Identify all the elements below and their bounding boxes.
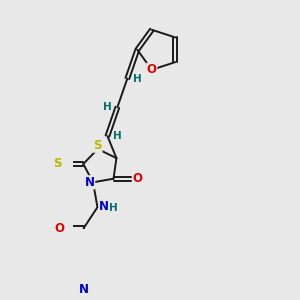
Text: O: O [147,63,157,76]
Text: N: N [99,200,109,213]
Text: N: N [79,283,88,296]
Text: H: H [103,102,112,112]
Text: O: O [54,222,64,235]
Text: S: S [53,158,61,170]
Text: H: H [133,74,142,83]
Text: O: O [132,172,142,185]
Text: N: N [85,176,95,189]
Text: H: H [109,203,117,213]
Text: S: S [94,139,102,152]
Text: H: H [113,131,122,141]
